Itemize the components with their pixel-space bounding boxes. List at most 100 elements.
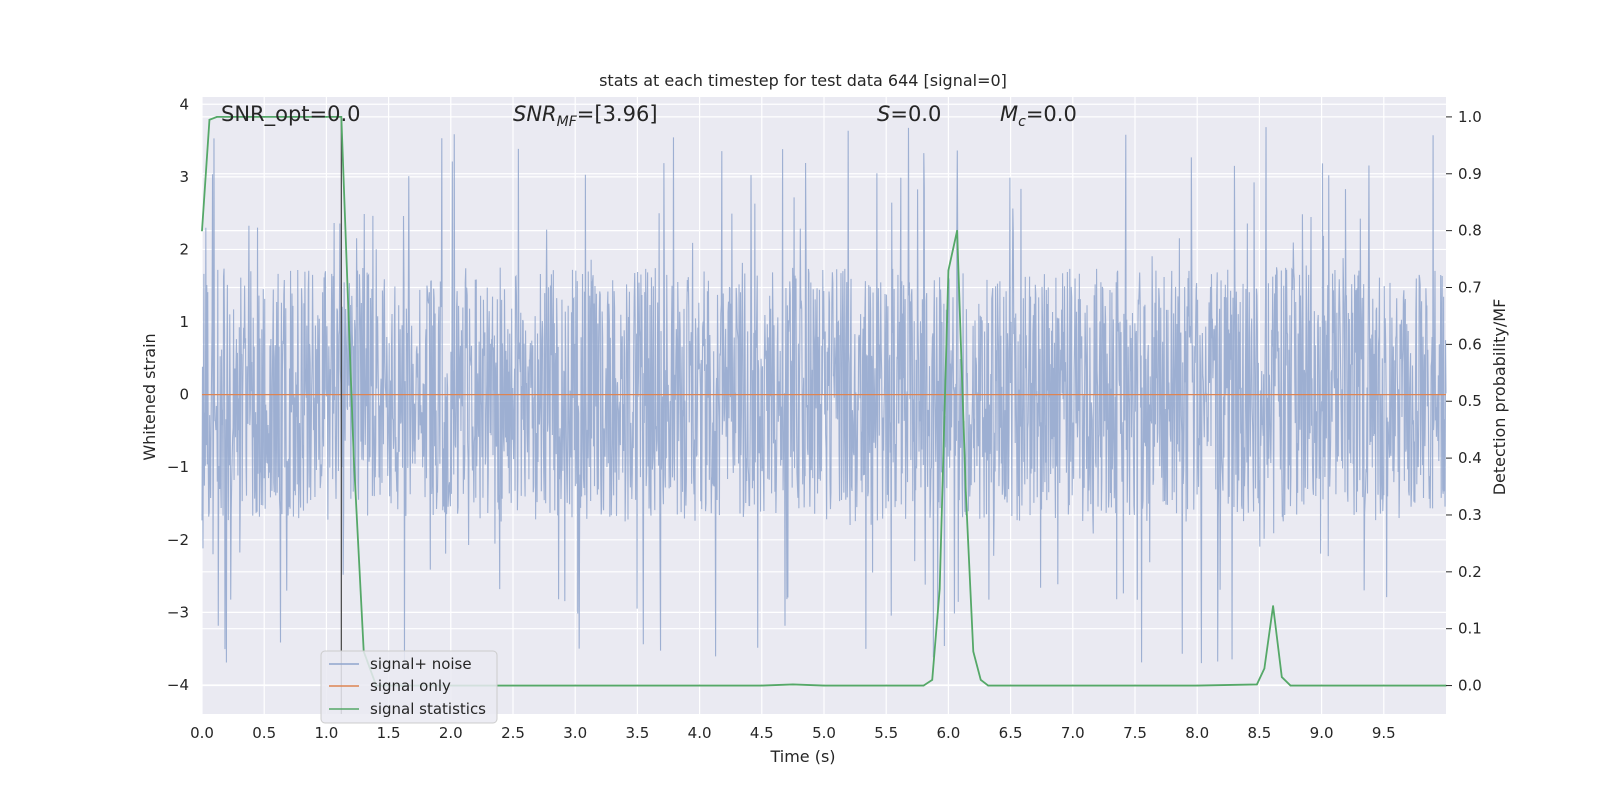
x-tick-label: 9.5: [1372, 724, 1396, 742]
y-left-tick-label: 4: [179, 95, 189, 113]
y-right-tick-label: 0.5: [1458, 392, 1482, 410]
x-tick-label: 2.0: [439, 724, 463, 742]
y-left-tick-label: 0: [179, 386, 189, 404]
signal-statistics-point: [1383, 684, 1385, 687]
x-tick-label: 6.0: [936, 724, 960, 742]
signal-statistics-point: [1289, 684, 1292, 687]
y-left-axis-label: Whitened strain: [140, 333, 159, 460]
signal-statistics-point: [938, 588, 941, 590]
signal-statistics-point: [1263, 667, 1266, 670]
y-left-tick-label: −4: [167, 676, 189, 694]
s-value: =0.0: [890, 102, 941, 126]
signal-noise-series: [201, 127, 1447, 664]
y-left-tick-label: 3: [179, 168, 189, 186]
x-tick-label: 6.5: [999, 724, 1023, 742]
x-tick-label: 5.0: [812, 724, 836, 742]
signal-statistics-point: [956, 229, 958, 232]
y-left-tick-label: 2: [179, 240, 189, 258]
x-tick-label: 1.5: [377, 724, 401, 742]
legend-label-signal-statistics: signal statistics: [370, 700, 486, 718]
signal-statistics-point: [232, 116, 234, 118]
axes: 0.0 0.5 1.0 1.5 2.0 2.5 3.0 3.5 4.0 4.5 5.0 5.5 6.0 6…: [167, 95, 1482, 742]
x-tick-label: 7.0: [1061, 724, 1085, 742]
x-tick-label: 9.0: [1310, 724, 1334, 742]
signal-statistics-point: [325, 116, 328, 118]
mc-base: M: [1000, 102, 1018, 126]
y-right-tick-label: 0.0: [1458, 677, 1482, 695]
snr-mf-base: SNR: [513, 102, 557, 126]
y-right-tick-label: 0.2: [1458, 563, 1482, 581]
y-right-tick-label: 0.1: [1458, 620, 1482, 638]
mc-annotation: Mc=0.0: [1000, 102, 1077, 130]
x-tick-label: 4.5: [750, 724, 774, 742]
signal-statistics-point: [1196, 684, 1198, 687]
signal-statistics-point: [972, 650, 975, 653]
signal-statistics-point: [208, 118, 211, 121]
snr-mf-sub: MF: [557, 114, 578, 130]
x-tick-label: 3.0: [563, 724, 587, 742]
signal-statistics-point: [987, 684, 990, 687]
legend-label-signal-only: signal only: [370, 677, 451, 695]
y-right-tick-label: 0.6: [1458, 335, 1482, 353]
signal-statistics-point: [263, 116, 266, 118]
signal-statistics-point: [201, 229, 203, 232]
s-annotation: S=0.0: [877, 102, 941, 126]
chart-title: stats at each timestep for test data 644…: [599, 71, 1007, 90]
s-base: S: [877, 102, 890, 126]
legend-box: [320, 650, 498, 724]
signal-statistics-point: [216, 116, 218, 118]
x-tick-label: 0.0: [190, 724, 214, 742]
x-tick-label: 8.0: [1185, 724, 1209, 742]
y-right-tick-label: 0.9: [1458, 165, 1482, 183]
x-tick-label: 2.5: [501, 724, 525, 742]
snr-mf-value: =[3.96]: [577, 102, 658, 126]
snr-mf-annotation: SNRMF=[3.96]: [513, 102, 658, 130]
signal-statistics-point: [1072, 684, 1074, 687]
y-right-tick-label: 0.4: [1458, 449, 1482, 467]
y-right-tick-label: 0.3: [1458, 506, 1482, 524]
signal-statistics-point: [698, 684, 701, 687]
mc-sub: c: [1018, 114, 1026, 130]
signal-statistics-point: [922, 684, 925, 687]
x-tick-label: 3.5: [625, 724, 649, 742]
signal-statistics-point: [823, 684, 825, 687]
signal-statistics-point: [352, 457, 355, 459]
annotations: SNR_opt=0.0 SNRMF=[3.96] S=0.0 Mc=0.0: [221, 102, 1077, 130]
y-left-tick-label: −2: [167, 531, 189, 549]
y-right-tick-label: 0.7: [1458, 279, 1482, 297]
signal-statistics-point: [1134, 684, 1136, 687]
signal-noise-line: [201, 127, 1447, 664]
y-right-tick-label: 1.0: [1458, 108, 1482, 126]
mc-value: =0.0: [1026, 102, 1077, 126]
signal-statistics-point: [1256, 683, 1258, 686]
x-axis-label: Time (s): [769, 747, 835, 766]
signal-statistics-point: [574, 684, 576, 687]
signal-statistics-point: [947, 269, 950, 272]
signal-statistics-point: [1009, 684, 1012, 687]
x-tick-label: 5.5: [874, 724, 898, 742]
x-tick-label: 0.5: [252, 724, 276, 742]
signal-statistics-point: [1272, 605, 1274, 607]
legend: signal+ noise signal only signal statist…: [320, 650, 498, 724]
x-tick-label: 1.0: [314, 724, 338, 742]
x-tick-label: 4.0: [688, 724, 712, 742]
signal-statistics-point: [979, 679, 982, 681]
x-tick-label: 7.5: [1123, 724, 1147, 742]
snr-opt-annotation: SNR_opt=0.0: [221, 102, 361, 127]
y-right-axis-label: Detection probability/MF: [1490, 299, 1509, 496]
signal-statistics-point: [340, 116, 343, 118]
signal-statistics-point: [965, 491, 967, 494]
line-series: [201, 116, 1447, 714]
y-right-tick-label: 0.8: [1458, 222, 1482, 240]
x-tick-label: 8.5: [1247, 724, 1271, 742]
signal-statistics-point: [294, 116, 297, 118]
y-left-tick-label: −1: [167, 458, 189, 476]
signal-statistics-point: [885, 684, 887, 687]
y-left-tick-label: −3: [167, 603, 189, 621]
signal-statistics-point: [931, 679, 934, 681]
signal-statistics-point: [792, 683, 794, 686]
signal-statistics-point: [761, 684, 763, 687]
signal-statistics-point: [1280, 676, 1283, 678]
legend-label-signal-noise: signal+ noise: [370, 655, 472, 673]
